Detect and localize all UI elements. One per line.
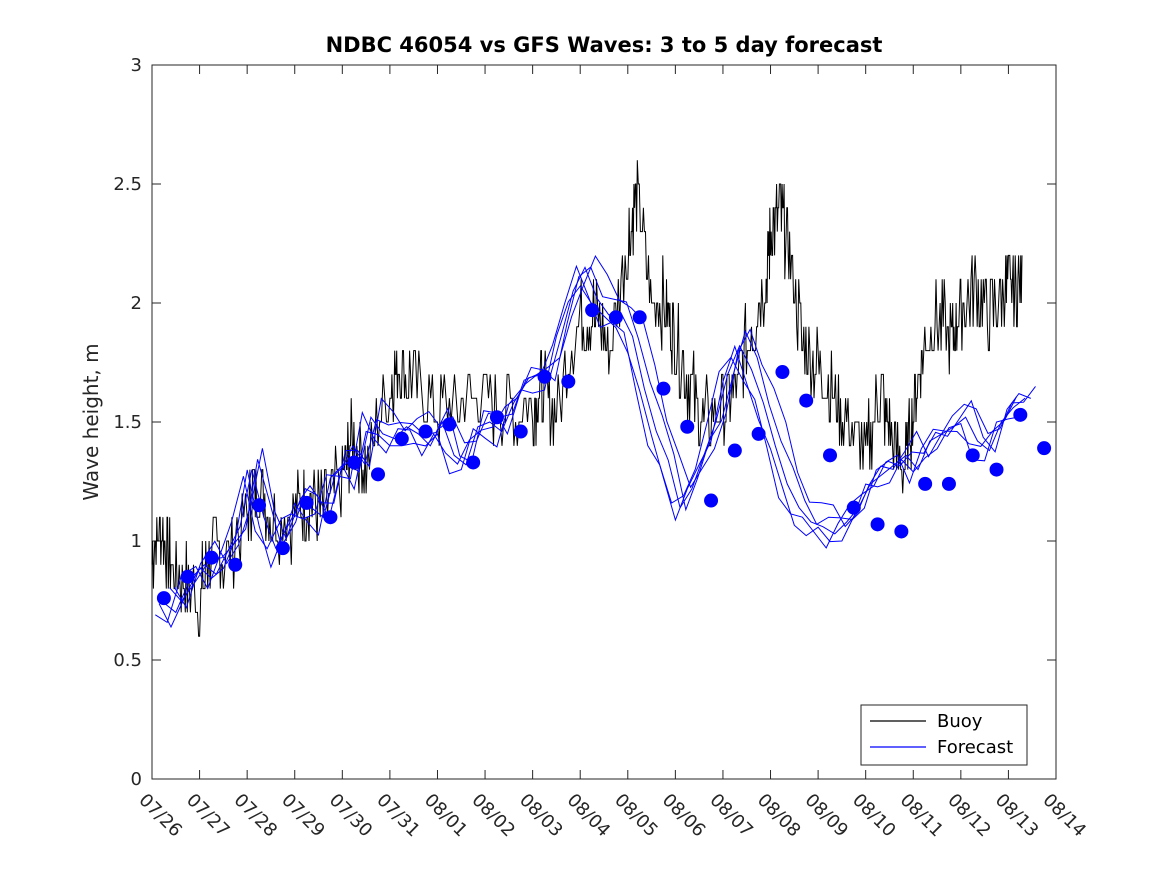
forecast-marker xyxy=(418,424,433,439)
forecast-marker xyxy=(608,310,623,325)
forecast-marker xyxy=(466,455,481,470)
forecast-marker xyxy=(799,393,814,408)
forecast-marker xyxy=(228,557,243,572)
forecast-marker xyxy=(299,495,314,510)
forecast-marker xyxy=(1037,441,1052,456)
legend-box xyxy=(860,704,1028,766)
y-axis-label: Wave height, m xyxy=(79,343,103,500)
forecast-marker xyxy=(656,381,671,396)
forecast-marker xyxy=(727,443,742,458)
forecast-marker xyxy=(989,462,1004,477)
forecast-marker xyxy=(180,569,195,584)
y-tick-label: 1 xyxy=(131,531,142,552)
y-tick-label: 1.5 xyxy=(113,412,142,433)
forecast-marker xyxy=(632,310,647,325)
forecast-marker xyxy=(941,476,956,491)
forecast-marker xyxy=(537,369,552,384)
forecast-marker xyxy=(204,550,219,565)
forecast-marker xyxy=(585,303,600,318)
forecast-marker xyxy=(870,517,885,532)
forecast-marker xyxy=(252,498,267,513)
forecast-marker xyxy=(751,426,766,441)
forecast-marker xyxy=(775,365,790,380)
y-tick-label: 3 xyxy=(131,55,142,76)
forecast-marker xyxy=(680,419,695,434)
series-layer xyxy=(151,160,1052,637)
legend: Buoy Forecast xyxy=(860,704,1028,766)
y-tick-label: 2 xyxy=(131,293,142,314)
forecast-marker xyxy=(1013,407,1028,422)
series-forecast-line xyxy=(155,264,1017,624)
forecast-marker xyxy=(275,541,290,556)
y-tick-label: 0 xyxy=(131,769,142,790)
chart-title: NDBC 46054 vs GFS Waves: 3 to 5 day fore… xyxy=(326,33,883,57)
y-tick-label: 0.5 xyxy=(113,650,142,671)
forecast-marker xyxy=(894,524,909,539)
forecast-marker xyxy=(704,493,719,508)
forecast-marker xyxy=(561,374,576,389)
forecast-marker xyxy=(323,510,338,525)
forecast-marker xyxy=(442,417,457,432)
forecast-marker xyxy=(823,448,837,463)
forecast-marker xyxy=(347,455,362,470)
series-forecast-line xyxy=(173,255,1036,609)
forecast-marker xyxy=(489,410,504,425)
y-tick-label: 2.5 xyxy=(113,174,142,195)
forecast-marker xyxy=(965,448,980,463)
forecast-marker xyxy=(394,431,409,446)
plot-area xyxy=(151,64,1057,780)
legend-buoy-label: Buoy xyxy=(937,711,983,732)
forecast-marker xyxy=(846,500,861,515)
y-axis: 0 0.5 1 1.5 2 2.5 3 xyxy=(113,55,1056,790)
forecast-marker xyxy=(156,591,171,606)
forecast-marker xyxy=(371,467,385,482)
forecast-marker xyxy=(513,424,528,439)
forecast-marker xyxy=(918,476,933,491)
legend-forecast-label: Forecast xyxy=(937,737,1013,758)
